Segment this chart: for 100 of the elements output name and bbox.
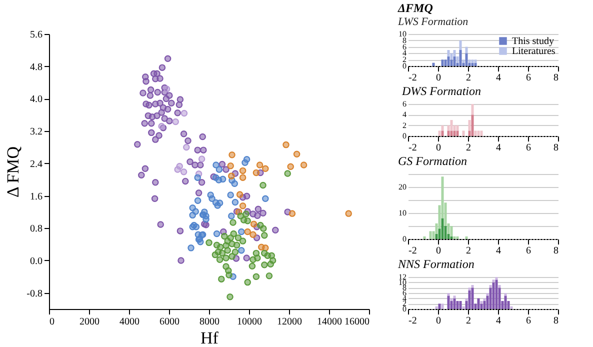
y-tick-label: 3.2	[30, 126, 42, 138]
bar	[456, 130, 459, 136]
point	[202, 216, 210, 223]
bar	[504, 293, 507, 296]
point	[232, 248, 239, 256]
point	[206, 239, 212, 246]
point	[194, 197, 202, 204]
y-tick-label: 0	[402, 234, 406, 244]
bar	[495, 280, 498, 309]
bar	[468, 60, 471, 63]
bar	[474, 62, 477, 66]
bar	[462, 306, 465, 309]
x-tick-label: 12000	[277, 316, 302, 328]
point	[194, 174, 201, 181]
bar	[477, 298, 480, 309]
y-tick-label: 6	[402, 288, 406, 298]
point	[188, 244, 194, 252]
point	[212, 162, 220, 168]
point	[250, 256, 256, 264]
point	[288, 210, 296, 217]
chart-subtitle: LWS Formation	[397, 16, 469, 28]
bar	[441, 125, 444, 131]
bar	[465, 46, 468, 54]
point	[228, 253, 236, 260]
point	[267, 260, 274, 268]
bar	[438, 304, 441, 309]
y-tick-label: 2	[402, 55, 406, 64]
x-tick-label: -2	[408, 316, 417, 326]
y-tick-label: 8	[402, 36, 406, 45]
point	[262, 195, 269, 202]
bar	[447, 296, 450, 309]
bar	[471, 62, 474, 66]
bar	[453, 236, 456, 239]
point	[250, 220, 258, 228]
y-tick-label: 0.0	[30, 256, 42, 267]
bar	[468, 288, 471, 290]
point	[239, 202, 246, 210]
point	[163, 86, 170, 92]
point	[227, 192, 234, 198]
bar	[435, 306, 438, 309]
bar	[447, 293, 450, 296]
bar	[450, 60, 453, 66]
x-tick-label: 4000	[120, 316, 140, 328]
point	[239, 174, 246, 181]
y-tick-label: 4.8	[30, 62, 42, 73]
x-tick-label: 6	[526, 246, 531, 256]
bar	[456, 125, 459, 131]
legend-label: Literatures	[512, 46, 556, 57]
y-tick-label: 6	[402, 42, 406, 52]
bar	[456, 236, 459, 239]
x-tick-label: 0	[436, 72, 441, 84]
x-tick-label: -2	[408, 142, 417, 154]
point	[183, 144, 190, 151]
bar	[459, 301, 462, 309]
point	[218, 276, 225, 282]
y-tick-label: 10	[398, 30, 406, 38]
bar	[453, 50, 456, 56]
bar	[471, 288, 474, 309]
point	[224, 246, 231, 254]
point	[239, 238, 246, 244]
point	[293, 150, 300, 158]
bar	[441, 60, 444, 66]
point	[345, 210, 352, 217]
x-tick-label: 2	[466, 142, 471, 154]
x-tick-label: 4	[496, 316, 501, 326]
y-tick-label: 10	[398, 208, 406, 218]
y-tick-label: 20	[398, 182, 406, 192]
x-tick-label: 0	[436, 246, 441, 256]
bar	[510, 306, 513, 309]
point	[238, 228, 245, 236]
point	[244, 217, 251, 224]
bar	[471, 114, 474, 136]
x-tick-label: 2	[466, 316, 471, 326]
bar	[474, 130, 477, 136]
point	[228, 172, 235, 180]
y-tick-label: 4	[402, 110, 406, 120]
y-tick-label: -0.8	[26, 288, 42, 300]
bar	[471, 60, 474, 63]
x-tick-label: 6000	[160, 316, 180, 328]
y-tick-label: 5.6	[30, 30, 42, 40]
point	[172, 118, 179, 126]
point	[233, 242, 240, 248]
bar	[462, 60, 465, 63]
point	[239, 167, 246, 174]
point	[300, 162, 308, 168]
y-tick-label: 0.8	[30, 224, 42, 235]
point	[198, 156, 206, 162]
bar	[471, 104, 474, 115]
bar	[450, 53, 453, 60]
x-tick-label: 16000	[344, 316, 370, 328]
x-tick-label: 8	[554, 142, 558, 154]
y-tick-label: 0	[402, 132, 406, 140]
y-tick-label: 2.4	[30, 158, 42, 170]
x-tick-label: 0	[436, 142, 441, 154]
point	[212, 251, 219, 258]
bar	[498, 285, 501, 288]
bar	[489, 285, 492, 288]
x-tick-label: 6	[526, 142, 531, 154]
point	[244, 278, 251, 286]
chart-title: NNS Formation	[397, 257, 474, 271]
